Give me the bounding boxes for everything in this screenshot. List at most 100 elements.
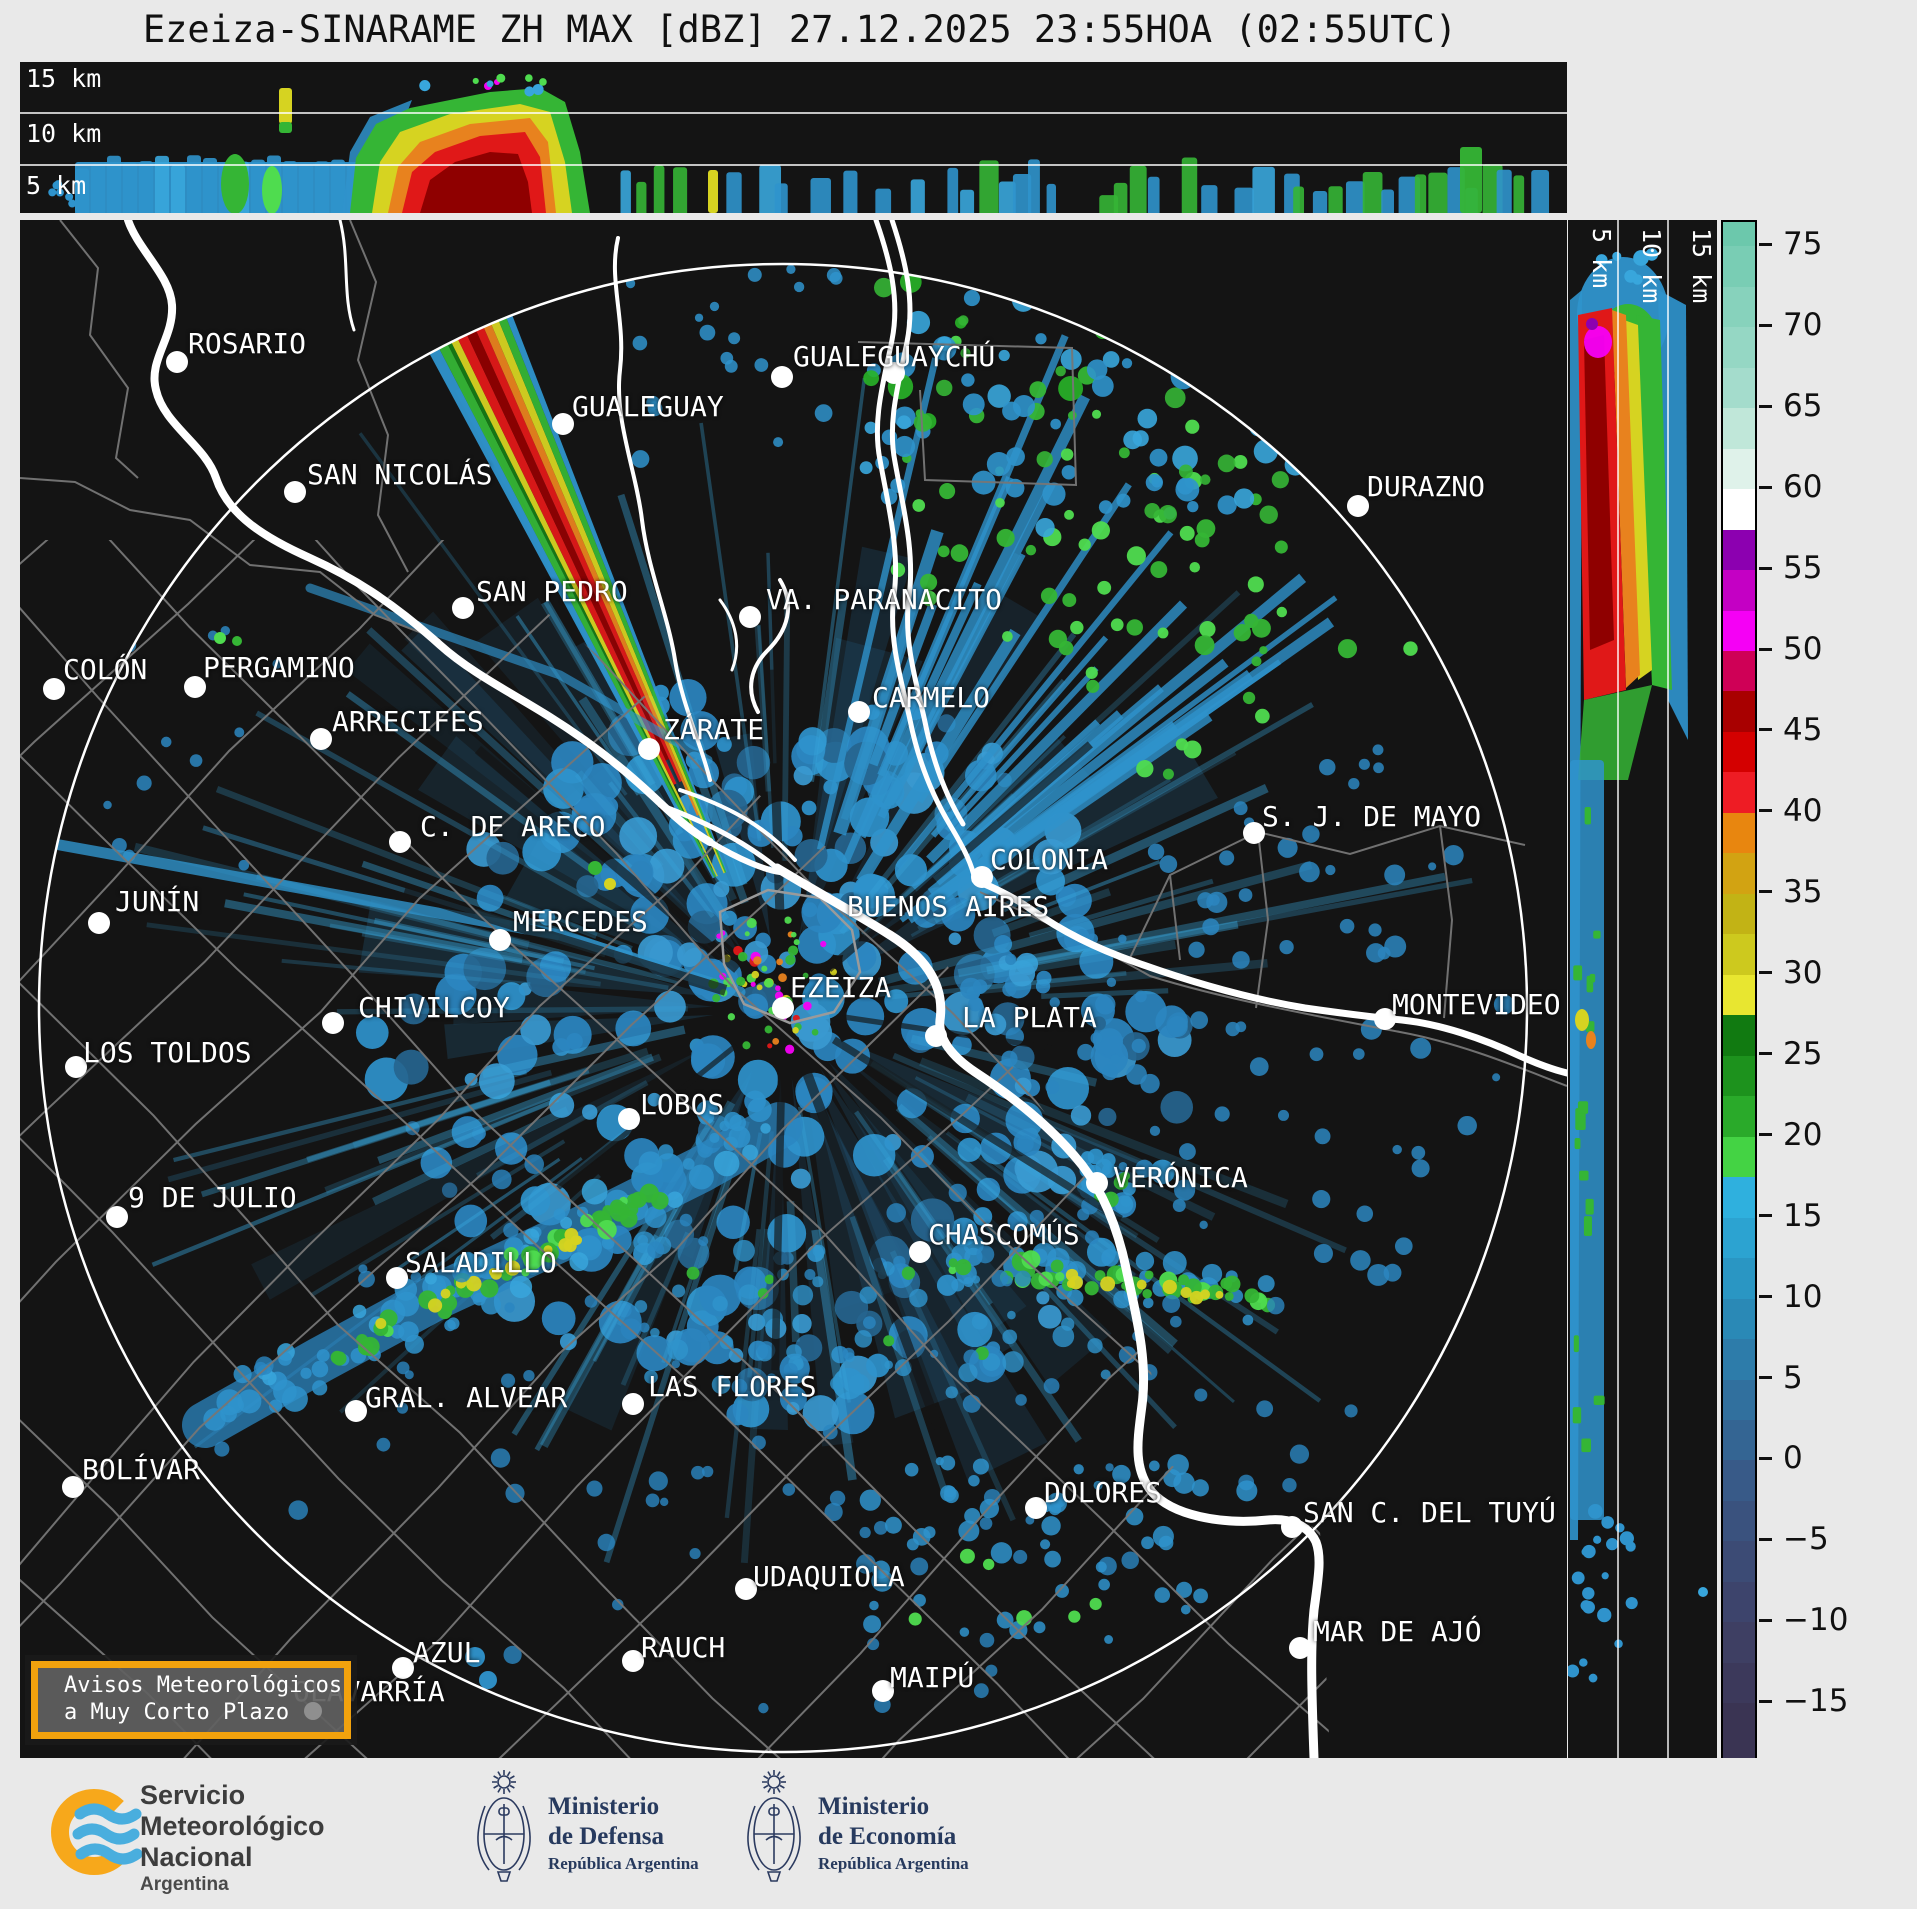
city-label-ver-nica: VERÓNICA	[1113, 1161, 1248, 1194]
colorbar-segment	[1723, 246, 1755, 287]
city-label-chivilcoy: CHIVILCOY	[358, 991, 510, 1024]
colorbar-segment	[1723, 1177, 1755, 1218]
city-dot	[392, 1657, 414, 1679]
city-dot	[389, 831, 411, 853]
colorbar-tick-label: 70	[1783, 307, 1823, 344]
city-dot	[88, 912, 110, 934]
city-dot	[1025, 1497, 1047, 1519]
city-dot	[1347, 495, 1369, 517]
colorbar-tick	[1759, 1376, 1772, 1380]
colorbar-tick-label: 75	[1783, 226, 1823, 263]
colorbar-tick	[1759, 1133, 1772, 1137]
colorbar-segment	[1723, 448, 1755, 490]
colorbar-segment	[1723, 731, 1755, 773]
city-label-gral-alvear: GRAL. ALVEAR	[365, 1381, 568, 1414]
city-label-bol-var: BOLÍVAR	[82, 1453, 201, 1486]
colorbar-tick-label: 30	[1783, 954, 1823, 991]
page-title: Ezeiza-SINARAME ZH MAX [dBZ] 27.12.2025 …	[142, 8, 1458, 51]
colorbar-segment	[1723, 853, 1755, 894]
smn-country: Argentina	[140, 1874, 229, 1895]
argentina-coat-of-arms-icon	[747, 1769, 801, 1882]
city-dot	[622, 1393, 644, 1415]
city-dot	[622, 1650, 644, 1672]
city-label-s-j-de-mayo: S. J. DE MAYO	[1262, 800, 1482, 833]
colorbar-segment	[1723, 1703, 1755, 1760]
radar-map-panel: ROSARIO GUALEGUAYCHÚ GUALEGUAY SAN NICOLÁS D…	[20, 220, 1567, 1758]
colorbar-segment	[1723, 1379, 1755, 1421]
colorbar-segment	[1723, 893, 1755, 935]
city-dot	[883, 362, 905, 384]
smn-wordmark: Servicio Meteorológico Nacional Argentin…	[140, 1780, 325, 1897]
colorbar-segment	[1723, 1622, 1755, 1663]
city-label-san-nicol-s: SAN NICOLÁS	[307, 458, 493, 491]
city-label-las-flores: LAS FLORES	[648, 1370, 817, 1403]
colorbar-segment	[1723, 529, 1755, 571]
colorbar-tick	[1759, 971, 1772, 975]
warning-notice-inner: Avisos Meteorológicos a Muy Corto Plazo	[31, 1661, 351, 1739]
warning-notice-box: Avisos Meteorológicos a Muy Corto Plazo	[25, 1655, 357, 1745]
city-dot	[106, 1206, 128, 1228]
notice-line-2: a Muy Corto Plazo	[64, 1700, 290, 1725]
top-height-label: 10 km	[26, 119, 101, 148]
colorbar-tick-label: 55	[1783, 550, 1823, 587]
colorbar-segment	[1723, 1136, 1755, 1178]
colorbar-segment	[1723, 1096, 1755, 1137]
right-cross-section-plot: 5 km 10 km 15 km	[1568, 220, 1716, 1758]
colorbar-segment	[1723, 1298, 1755, 1340]
city-label-maip-: MAIPÚ	[890, 1661, 975, 1694]
top-cross-section-panel: 15 km 10 km 5 km	[20, 62, 1567, 213]
colorbar-segment	[1723, 1217, 1755, 1259]
colorbar-segment	[1723, 570, 1755, 611]
colorbar-segment	[1723, 1015, 1755, 1056]
reflectivity-colorbar	[1721, 220, 1757, 1760]
city-label-col-n: COLÓN	[63, 653, 148, 686]
city-dot	[62, 1476, 84, 1498]
right-height-label: 15 km	[1687, 228, 1716, 303]
city-label-colonia: COLONIA	[990, 843, 1109, 876]
colorbar-tick-label: 5	[1783, 1359, 1803, 1396]
top-height-label: 15 km	[26, 64, 101, 93]
colorbar-tick	[1759, 242, 1772, 246]
colorbar-segment	[1723, 222, 1755, 247]
colorbar-segment	[1723, 974, 1755, 1016]
colorbar-segment	[1723, 812, 1755, 854]
city-dot	[618, 1108, 640, 1130]
colorbar-tick	[1759, 1052, 1772, 1056]
colorbar-tick	[1759, 404, 1772, 408]
colorbar-segment	[1723, 1500, 1755, 1542]
colorbar-tick	[1759, 890, 1772, 894]
colorbar-tick	[1759, 485, 1772, 489]
colorbar-tick-label: 65	[1783, 388, 1823, 425]
colorbar-segment	[1723, 691, 1755, 732]
radar-map-plot	[20, 220, 1567, 1758]
colorbar-tick	[1759, 1618, 1772, 1622]
city-label-rauch: RAUCH	[641, 1631, 726, 1664]
city-dot	[772, 997, 794, 1019]
city-label-z-rate: ZÁRATE	[663, 713, 765, 746]
colorbar-tick	[1759, 566, 1772, 570]
city-dot	[1374, 1008, 1396, 1030]
colorbar-tick-label: 45	[1783, 711, 1823, 748]
right-cross-section-panel: 5 km 10 km 15 km	[1568, 220, 1717, 1758]
city-dot	[638, 738, 660, 760]
colorbar-tick	[1759, 1456, 1772, 1460]
city-label-saladillo: SALADILLO	[405, 1246, 557, 1279]
city-label-rosario: ROSARIO	[188, 327, 307, 360]
city-dot	[909, 1241, 931, 1263]
city-dot	[386, 1267, 408, 1289]
colorbar-tick-label: 25	[1783, 1035, 1823, 1072]
city-label-chascom-s: CHASCOMÚS	[928, 1218, 1080, 1251]
ministry-economia-wordmark: Ministerio de Economía República Argenti…	[818, 1792, 969, 1876]
right-height-label: 10 km	[1637, 228, 1666, 303]
colorbar-tick-label: −15	[1783, 1683, 1849, 1720]
city-dot	[971, 866, 993, 888]
city-dot	[43, 678, 65, 700]
colorbar-tick	[1759, 728, 1772, 732]
ministry-name-line: Ministerio	[548, 1793, 660, 1820]
city-label-gualeguay: GUALEGUAY	[572, 390, 724, 423]
city-label-san-pedro: SAN PEDRO	[476, 575, 628, 608]
city-label-9-de-julio: 9 DE JULIO	[128, 1181, 297, 1214]
colorbar-tick	[1759, 647, 1772, 651]
ministry-name-line: de Defensa	[548, 1823, 664, 1850]
smn-line-2: Meteorológico	[140, 1811, 325, 1841]
